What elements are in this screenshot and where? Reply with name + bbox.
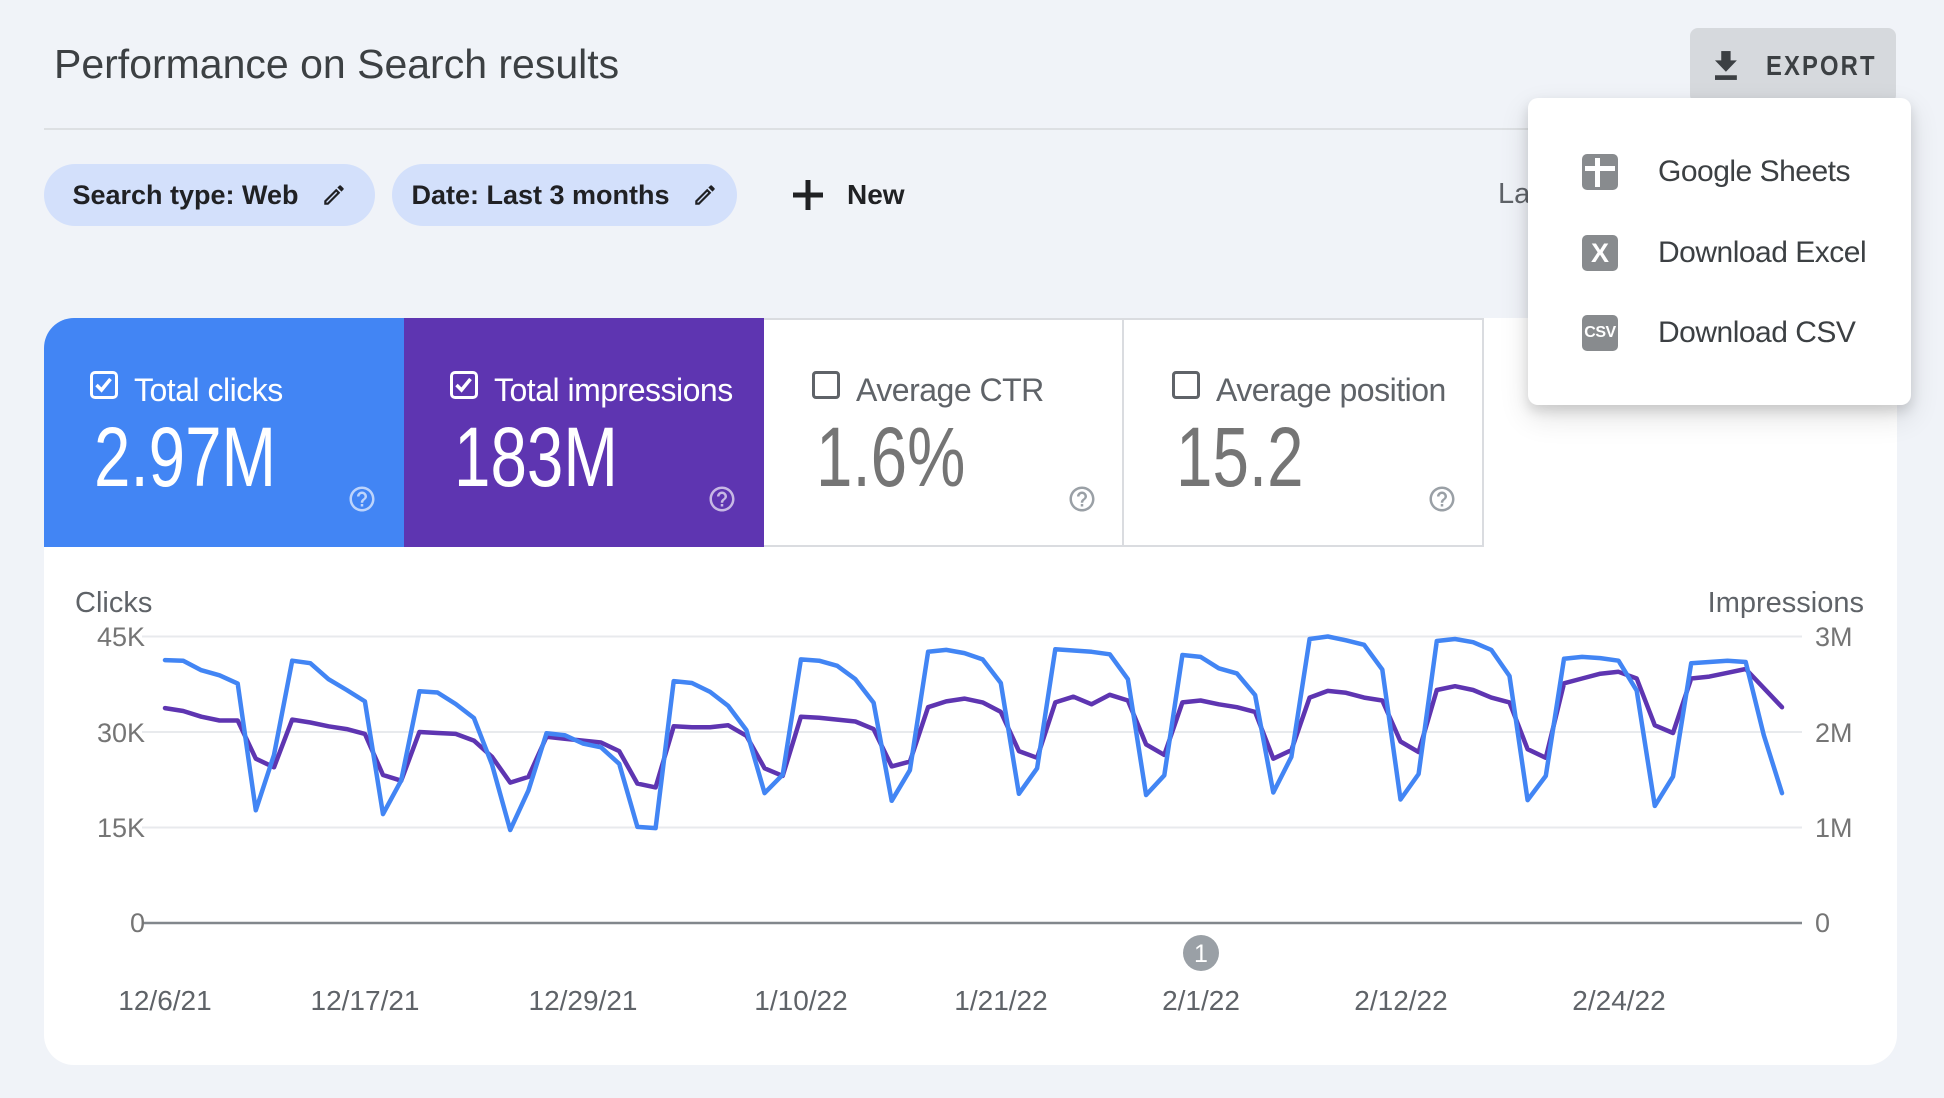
svg-text:12/29/21: 12/29/21 <box>529 985 638 1016</box>
svg-text:Clicks: Clicks <box>75 587 152 619</box>
svg-text:2/24/22: 2/24/22 <box>1572 985 1665 1016</box>
svg-text:15K: 15K <box>97 813 145 843</box>
svg-text:1: 1 <box>1194 940 1208 968</box>
svg-text:Impressions: Impressions <box>1708 587 1864 619</box>
svg-text:2/1/22: 2/1/22 <box>1162 985 1240 1016</box>
svg-text:0: 0 <box>1815 908 1830 938</box>
svg-text:1/10/22: 1/10/22 <box>754 985 847 1016</box>
svg-text:12/17/21: 12/17/21 <box>311 985 420 1016</box>
svg-text:1/21/22: 1/21/22 <box>954 985 1047 1016</box>
svg-text:3M: 3M <box>1815 622 1853 652</box>
svg-text:12/6/21: 12/6/21 <box>118 985 211 1016</box>
svg-text:2/12/22: 2/12/22 <box>1354 985 1447 1016</box>
svg-text:2M: 2M <box>1815 718 1853 748</box>
svg-text:1M: 1M <box>1815 813 1853 843</box>
svg-text:45K: 45K <box>97 622 145 652</box>
svg-text:30K: 30K <box>97 718 145 748</box>
svg-text:0: 0 <box>130 908 145 938</box>
